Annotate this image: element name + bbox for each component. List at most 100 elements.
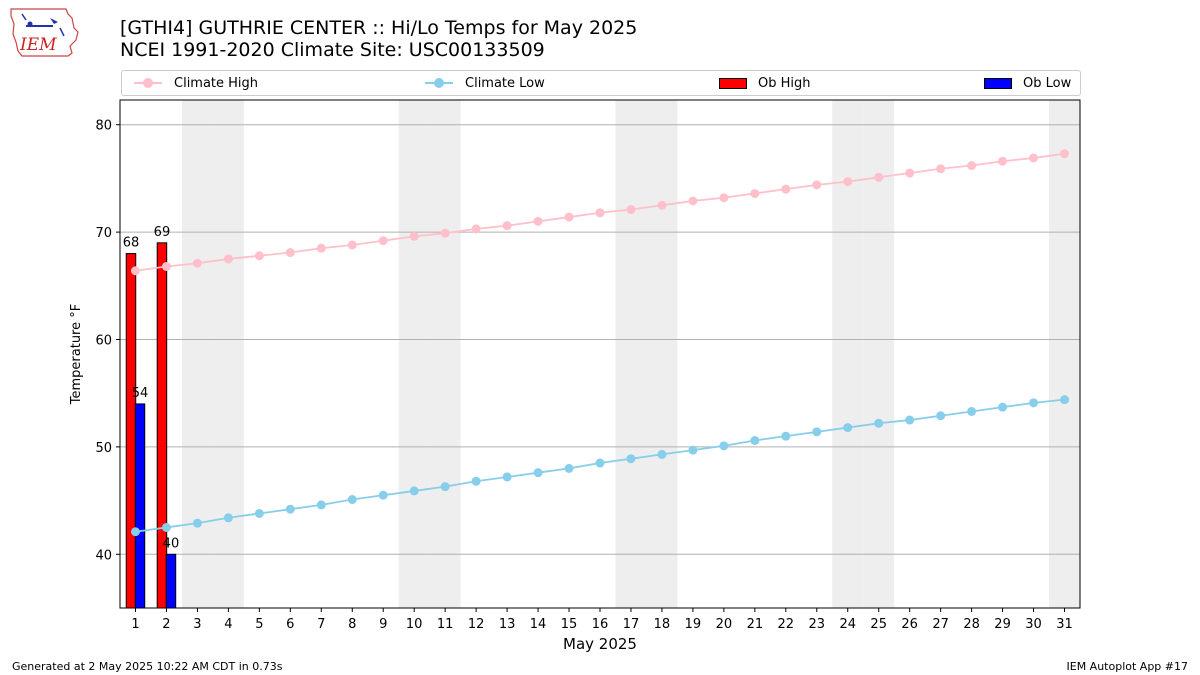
- climate-high-point: [192, 258, 202, 268]
- climate-low-point: [440, 482, 450, 492]
- x-tick-label: 17: [623, 617, 640, 632]
- x-tick-label: 3: [193, 617, 201, 632]
- climate-high-point: [1060, 149, 1070, 159]
- climate-high-point: [874, 172, 884, 182]
- legend-label-ob-high: Ob High: [758, 75, 811, 91]
- climate-low-point: [688, 445, 698, 455]
- iem-logo: IEM: [10, 8, 79, 57]
- bar-value-label: 40: [163, 536, 180, 551]
- x-tick-label: 19: [685, 617, 702, 632]
- x-axis-label: May 2025: [563, 635, 637, 653]
- x-tick-label: 31: [1056, 617, 1073, 632]
- legend-marker-climate-high: [134, 78, 162, 88]
- legend-item-ob-high: Ob High: [719, 71, 811, 95]
- logo-text: IEM: [19, 35, 57, 55]
- x-tick-label: 8: [348, 617, 356, 632]
- climate-low-point: [998, 402, 1008, 412]
- legend-item-climate-high: Climate High: [134, 71, 258, 95]
- climate-high-point: [905, 168, 915, 178]
- x-tick-label: 6: [286, 617, 294, 632]
- climate-low-point: [812, 427, 822, 437]
- x-tick-label: 27: [932, 617, 949, 632]
- climate-high-point: [285, 248, 295, 258]
- climate-high-point: [595, 208, 605, 218]
- climate-low-point: [626, 454, 636, 464]
- climate-low-point: [750, 435, 760, 445]
- y-tick-label: 60: [95, 334, 112, 349]
- ob-high-bar: [156, 242, 168, 609]
- climate-low-point: [1060, 395, 1070, 405]
- x-tick-label: 12: [468, 617, 485, 632]
- climate-high-point: [657, 200, 667, 210]
- weekend-band: [398, 100, 430, 608]
- y-tick-label: 70: [95, 226, 112, 241]
- climate-low-point: [874, 418, 884, 428]
- footer-generated-text: Generated at 2 May 2025 10:22 AM CDT in …: [12, 660, 283, 673]
- y-tick-label: 80: [95, 119, 112, 134]
- weekend-band: [181, 100, 213, 608]
- x-tick-label: 11: [437, 617, 454, 632]
- climate-high-point: [471, 224, 481, 234]
- climate-low-point: [161, 522, 171, 532]
- climate-high-point: [502, 221, 512, 231]
- bar-value-label: 68: [123, 236, 140, 251]
- y-axis-label: Temperature °F: [69, 304, 84, 405]
- climate-high-point: [719, 193, 729, 203]
- x-tick-label: 5: [255, 617, 263, 632]
- climate-low-point: [657, 449, 667, 459]
- x-tick-label: 22: [778, 617, 795, 632]
- climate-low-point: [223, 513, 233, 523]
- climate-high-point: [936, 164, 946, 174]
- climate-low-point: [316, 500, 326, 510]
- climate-low-point: [533, 468, 543, 478]
- ob-low-bar: [134, 403, 146, 609]
- climate-low-point: [378, 490, 388, 500]
- climate-low-point: [905, 415, 915, 425]
- climate-low-point: [192, 518, 202, 528]
- x-tick-label: 7: [317, 617, 325, 632]
- x-tick-label: 25: [870, 617, 887, 632]
- climate-low-point: [409, 486, 419, 496]
- climate-high-point: [843, 177, 853, 187]
- climate-high-point: [316, 243, 326, 253]
- weekend-band: [863, 100, 895, 608]
- x-tick-label: 1: [131, 617, 139, 632]
- chart-subtitle: NCEI 1991-2020 Climate Site: USC00133509: [120, 39, 545, 61]
- climate-high-point: [130, 266, 140, 276]
- climate-low-point: [502, 472, 512, 482]
- x-tick-label: 20: [716, 617, 733, 632]
- x-tick-label: 4: [224, 617, 232, 632]
- legend-label-ob-low: Ob Low: [1023, 75, 1072, 91]
- footer-app-text: IEM Autoplot App #17: [1066, 660, 1189, 673]
- legend-marker-ob-high: [719, 77, 747, 89]
- climate-low-point: [719, 441, 729, 451]
- legend-label-climate-low: Climate Low: [465, 75, 545, 91]
- climate-high-point: [750, 188, 760, 198]
- climate-high-point: [998, 156, 1008, 166]
- x-tick-label: 15: [561, 617, 578, 632]
- x-tick-label: 18: [654, 617, 671, 632]
- x-tick-label: 30: [1025, 617, 1042, 632]
- climate-high-point: [626, 205, 636, 215]
- x-tick-label: 28: [963, 617, 980, 632]
- weekend-band: [646, 100, 678, 608]
- climate-high-point: [564, 212, 574, 222]
- x-tick-label: 23: [809, 617, 826, 632]
- climate-low-point: [781, 431, 791, 441]
- x-tick-label: 21: [747, 617, 764, 632]
- x-tick-label: 13: [499, 617, 516, 632]
- legend: Climate High Climate Low Ob High Ob Low: [121, 70, 1081, 96]
- climate-high-point: [440, 228, 450, 238]
- climate-high-point: [161, 261, 171, 271]
- x-tick-label: 9: [379, 617, 387, 632]
- x-tick-label: 2: [162, 617, 170, 632]
- climate-low-point: [130, 527, 140, 537]
- x-tick-label: 10: [406, 617, 423, 632]
- x-tick-label: 29: [994, 617, 1011, 632]
- climate-low-point: [564, 463, 574, 473]
- climate-high-point: [967, 161, 977, 171]
- climate-high-point: [223, 254, 233, 264]
- climate-high-point: [347, 240, 357, 250]
- legend-item-climate-low: Climate Low: [425, 71, 545, 95]
